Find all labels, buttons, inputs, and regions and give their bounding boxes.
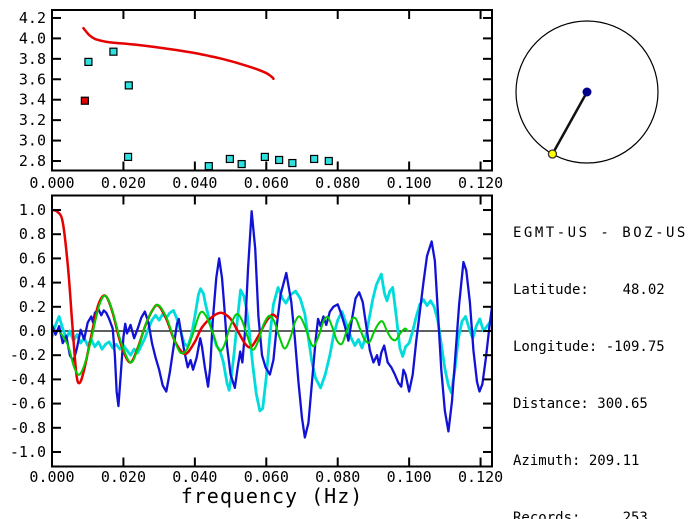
y-tick-label: -1.0: [10, 443, 46, 461]
measured-velocity-points-marker: [324, 156, 333, 166]
measured-velocity-points-marker: [237, 159, 246, 169]
dispersion-ticks: 0.000 0.020 0.040 0.060 0.080 0.100 0.120 2.8 3.…: [19, 9, 503, 192]
longitude-line: Longitude: -109.75: [513, 339, 665, 355]
measured-velocity-points: [84, 47, 333, 171]
paired-station-dot: [547, 149, 558, 159]
azimuth-compass: [515, 20, 659, 164]
model-spectrum-green: [59, 294, 409, 376]
x-tick-label: 0.020: [101, 174, 146, 192]
observed-cross-spectrum-cyan: [53, 272, 491, 413]
selected-velocity-point: [80, 96, 89, 105]
azimuth-line: Azimuth: 209.11: [513, 453, 640, 469]
x-tick-label: 0.060: [244, 468, 289, 486]
x-tick-label: 0.080: [315, 468, 360, 486]
dispersion-frame: [51, 9, 493, 172]
measured-velocity-points-marker: [204, 162, 213, 171]
y-tick-label: 0.0: [19, 322, 46, 340]
waveforms-series: [53, 208, 491, 439]
x-tick-label: 0.040: [172, 174, 217, 192]
y-tick-label: -0.8: [10, 419, 46, 437]
reference-station-dot: [582, 87, 592, 97]
x-tick-label: 0.120: [458, 468, 503, 486]
y-tick-label: 3.4: [19, 91, 46, 109]
x-tick-label: 0.000: [29, 174, 74, 192]
y-tick-label: 3.0: [19, 132, 46, 150]
model-dispersion-curve: [82, 26, 275, 81]
x-tick-label: 0.060: [244, 174, 289, 192]
observed-cross-spectrum-blue: [53, 210, 491, 439]
x-axis-label: frequency (Hz): [180, 484, 364, 508]
dispersion-plot: 0.000 0.020 0.040 0.060 0.080 0.100 0.120 2.8 3.…: [19, 9, 503, 192]
x-tick-label: 0.080: [315, 174, 360, 192]
y-tick-label: -0.2: [10, 346, 46, 364]
y-tick-label: 2.8: [19, 152, 46, 170]
y-tick-label: -0.6: [10, 395, 46, 413]
x-tick-label: 0.120: [458, 174, 503, 192]
distance-line: Distance: 300.65: [513, 396, 648, 412]
y-tick-label: 1.0: [19, 201, 46, 219]
latitude-line: Latitude: 48.02: [513, 282, 665, 298]
measured-velocity-points-marker: [260, 152, 269, 162]
station-pair-label: EGMT-US - BOZ-US: [513, 225, 688, 241]
azimuth-ray: [551, 91, 589, 155]
waveforms-plot: 0.000 0.020 0.040 0.060 0.080 0.100 0.120 -1.0 -…: [10, 194, 503, 486]
station-info-panel: EGMT-US - BOZ-US Latitude: 48.02 Longitu…: [513, 186, 688, 519]
y-tick-label: 0.4: [19, 274, 46, 292]
measured-velocity-points-marker: [84, 57, 93, 66]
y-tick-label: 4.0: [19, 29, 46, 47]
waveforms-ticks: 0.000 0.020 0.040 0.060 0.080 0.100 0.120 -1.0 -…: [10, 196, 503, 486]
y-tick-label: 3.2: [19, 111, 46, 129]
y-tick-label: -0.4: [10, 370, 46, 388]
selected-velocity-point-marker: [80, 96, 89, 105]
measured-velocity-points-marker: [124, 81, 133, 90]
x-tick-label: 0.040: [172, 468, 217, 486]
measured-velocity-points-marker: [225, 154, 234, 164]
measured-velocity-points-marker: [123, 152, 133, 162]
x-tick-label: 0.100: [387, 468, 432, 486]
y-tick-label: 4.2: [19, 9, 46, 27]
y-tick-label: 0.8: [19, 225, 46, 243]
compass-circle: [515, 20, 659, 164]
waveforms-frame: [51, 194, 493, 468]
y-tick-label: 0.6: [19, 249, 46, 267]
y-tick-label: 3.8: [19, 50, 46, 68]
x-tick-label: 0.000: [29, 468, 74, 486]
measured-velocity-points-marker: [275, 155, 284, 165]
measured-velocity-points-marker: [310, 154, 319, 164]
measured-velocity-points-marker: [288, 158, 297, 168]
x-tick-label: 0.020: [101, 468, 146, 486]
y-tick-label: 3.6: [19, 70, 46, 88]
x-tick-label: 0.100: [387, 174, 432, 192]
dispersion-series: [82, 26, 275, 81]
measured-velocity-points-marker: [109, 47, 118, 56]
y-tick-label: 0.2: [19, 298, 46, 316]
records-line: Records: 253: [513, 510, 648, 519]
